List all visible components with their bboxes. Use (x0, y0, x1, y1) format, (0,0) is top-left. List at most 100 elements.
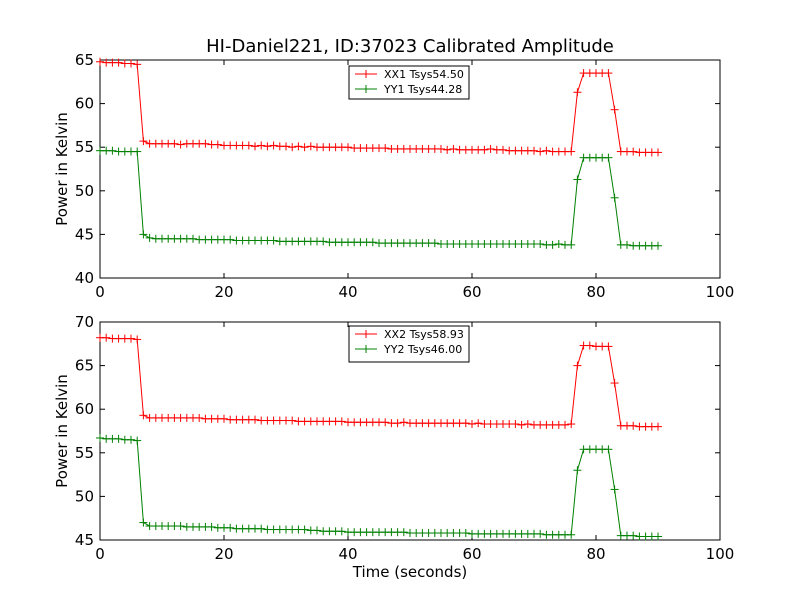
y-tick-label: 45 (75, 531, 94, 549)
data-point (399, 528, 408, 537)
x-tick-label: 100 (706, 283, 735, 301)
data-point (133, 147, 142, 156)
data-point (449, 144, 458, 153)
data-point (201, 139, 210, 148)
data-point (269, 141, 278, 150)
data-point (306, 142, 315, 151)
data-point (381, 144, 390, 153)
data-point (567, 530, 576, 539)
data-point (623, 240, 631, 249)
data-point (629, 421, 638, 430)
data-point (251, 415, 259, 424)
data-point (96, 57, 104, 66)
y-tick-label: 65 (75, 51, 94, 69)
data-point (486, 144, 495, 153)
data-point (536, 239, 545, 248)
data-point (629, 531, 638, 540)
data-point (654, 532, 662, 541)
data-point (133, 60, 142, 69)
legend: XX1 Tsys54.50 YY1 Tsys44.28 (348, 65, 470, 100)
data-point (610, 105, 619, 114)
data-point (573, 361, 582, 370)
x-tick-label: 40 (338, 545, 357, 563)
data-point (176, 522, 185, 531)
x-tick-label: 40 (338, 283, 357, 301)
y-tick-label: 55 (75, 444, 94, 462)
data-point (244, 141, 253, 150)
data-point (133, 335, 142, 344)
y-axis-label: Power in Kelvin (53, 112, 71, 226)
y-tick-label: 65 (75, 357, 94, 375)
x-tick-label: 0 (95, 545, 105, 563)
data-point (257, 141, 266, 150)
x-tick-label: 80 (586, 283, 605, 301)
data-point (654, 148, 662, 157)
series-1 (96, 57, 662, 157)
data-point (288, 143, 297, 152)
legend-label: XX2 Tsys58.93 (384, 328, 464, 341)
series-2 (96, 433, 662, 541)
x-tick-label: 100 (706, 545, 735, 563)
data-point (610, 379, 619, 388)
legend-box (348, 325, 470, 363)
data-point (474, 419, 483, 428)
data-point (561, 420, 569, 429)
data-point (337, 527, 346, 536)
data-point (437, 144, 445, 153)
data-point (430, 239, 439, 248)
series-2 (96, 146, 662, 250)
data-point (530, 146, 538, 155)
data-point (96, 433, 104, 442)
data-point (604, 69, 613, 78)
data-point (300, 525, 309, 534)
y-tick-label: 45 (75, 225, 94, 243)
data-point (313, 526, 321, 535)
data-point (288, 416, 297, 425)
data-point (282, 142, 290, 151)
data-point (536, 529, 545, 538)
y-tick-label: 50 (75, 182, 94, 200)
data-point (213, 140, 222, 149)
data-point (226, 523, 235, 532)
data-point (610, 193, 619, 202)
data-point (344, 143, 352, 152)
data-point (176, 140, 185, 149)
data-point (251, 142, 259, 151)
y-tick-label: 70 (75, 313, 94, 331)
data-point (170, 139, 179, 148)
data-point (542, 146, 551, 155)
data-point (604, 342, 613, 351)
data-point (567, 147, 576, 156)
data-point (511, 420, 520, 429)
y-tick-label: 60 (75, 95, 94, 113)
data-point (573, 466, 582, 475)
data-point (189, 234, 197, 243)
data-point (573, 175, 582, 184)
data-point (573, 88, 582, 97)
data-point (461, 419, 470, 428)
legend-label: YY1 Tsys44.28 (383, 83, 462, 96)
data-point (567, 420, 576, 429)
data-point (585, 341, 594, 350)
data-point (468, 420, 476, 429)
data-point (195, 413, 204, 422)
data-point (567, 240, 576, 249)
legend-label: YY2 Tsys46.00 (383, 343, 462, 356)
data-point (629, 147, 638, 156)
data-point (139, 411, 148, 420)
y-tick-label: 40 (75, 269, 94, 287)
data-point (554, 239, 563, 248)
x-tick-label: 0 (95, 283, 105, 301)
data-point (604, 153, 613, 162)
x-tick-label: 60 (462, 545, 481, 563)
data-point (145, 233, 154, 242)
data-point (102, 333, 111, 342)
data-point (114, 58, 123, 67)
data-point (517, 420, 526, 429)
data-point (443, 145, 452, 154)
data-point (133, 436, 142, 445)
data-point (127, 334, 135, 343)
data-point (108, 146, 117, 155)
